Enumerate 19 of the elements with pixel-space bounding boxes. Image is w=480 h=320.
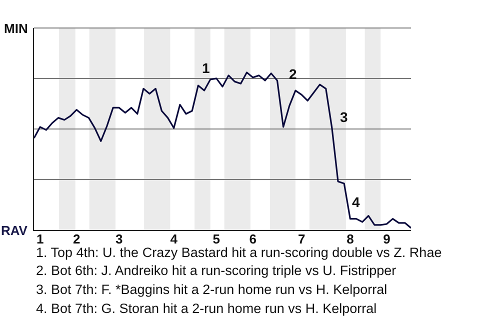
annotation: 4 [352, 194, 360, 210]
text: 2. Bot 6th: J. Andreiko hit a run-scoring triple vs U. Fistripper [36, 263, 397, 278]
annotation: 3 [340, 109, 348, 125]
x-tick-label: 3 [116, 232, 123, 247]
x-tick-label: 8 [346, 232, 354, 247]
x-tick-label: 1 [36, 232, 44, 247]
text: MIN [4, 21, 28, 36]
text: RAV [1, 223, 28, 238]
text: 3. Bot 7th: F. *Baggins hit a 2-run home run vs H. Kelporral [36, 282, 388, 297]
text: 4. Bot 7th: G. Storan hit a 2-run home run vs H. Kelporral [36, 301, 377, 316]
x-tick-label: 9 [383, 232, 390, 247]
x-tick-label: 6 [249, 232, 257, 247]
text: 1. Top 4th: U. the Crazy Bastard hit a run-scoring double vs Z. Rhae [36, 245, 442, 260]
x-tick-label: 7 [298, 232, 306, 247]
x-tick-label: 4 [170, 232, 178, 247]
annotation: 2 [289, 66, 297, 82]
x-tick-label: 2 [72, 232, 80, 247]
annotation: 1 [202, 60, 210, 76]
x-tick-label: 5 [212, 232, 220, 247]
